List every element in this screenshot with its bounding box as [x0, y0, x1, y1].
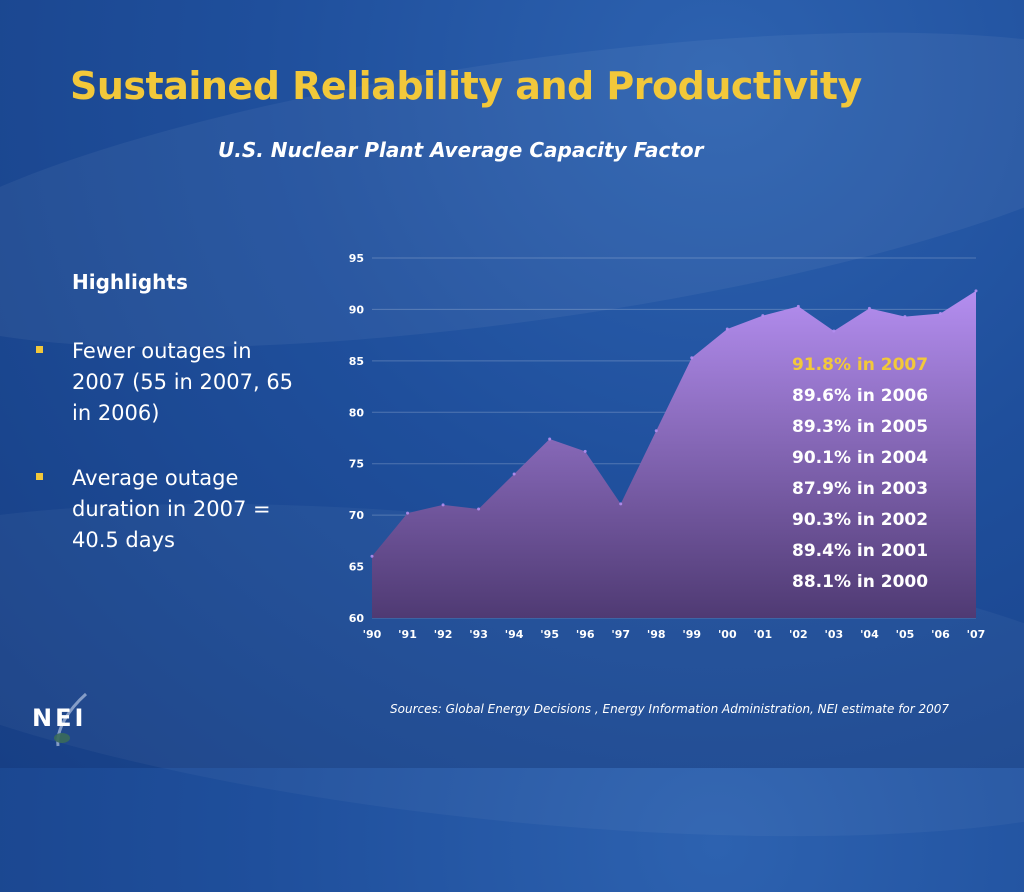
- highlight-item: Average outage duration in 2007 = 40.5 d…: [32, 463, 302, 556]
- highlight-text: Fewer outages in 2007 (55 in 2007, 65 in…: [72, 339, 294, 425]
- source-note: Sources: Global Energy Decisions , Energ…: [390, 702, 950, 716]
- capacity-area: [372, 290, 976, 618]
- y-tick-label: 85: [349, 355, 364, 368]
- square-bullet-icon: [36, 473, 43, 480]
- data-point-01: [761, 314, 765, 318]
- callout-2004: 90.1% in 2004: [792, 448, 929, 468]
- y-tick-label: 70: [349, 509, 365, 522]
- data-point-05: [903, 315, 907, 319]
- x-tick-label: '93: [469, 628, 488, 641]
- y-tick-label: 60: [349, 612, 365, 625]
- capacity-factor-chart: 60 65 70 75 80 85 90 95 '90 '91 '92 '93 '94 '95 '96 '97…: [349, 252, 986, 641]
- x-tick-label: '05: [896, 628, 915, 641]
- callout-2000: 88.1% in 2000: [792, 572, 929, 592]
- x-tick-label: '95: [540, 628, 559, 641]
- logo-wordmark: NEI: [32, 704, 87, 732]
- data-point-93: [477, 507, 481, 511]
- callout-2001: 89.4% in 2001: [792, 541, 929, 561]
- data-point-02: [796, 304, 800, 308]
- data-point-92: [441, 503, 445, 507]
- y-tick-label: 65: [349, 561, 364, 574]
- data-point-06: [938, 312, 942, 316]
- callout-2002: 90.3% in 2002: [792, 510, 929, 530]
- data-point-97: [619, 502, 623, 506]
- data-point-94: [512, 472, 516, 476]
- yearly-callouts: 91.8% in 2007 89.6% in 2006 89.3% in 200…: [792, 350, 928, 598]
- x-tick-label: '03: [825, 628, 844, 641]
- x-tick-label: '00: [718, 628, 737, 641]
- highlights-heading: Highlights: [72, 270, 188, 294]
- y-tick-label: 80: [349, 406, 365, 419]
- x-tick-label: '92: [434, 628, 453, 641]
- data-point-99: [690, 356, 694, 360]
- x-tick-label: '07: [967, 628, 986, 641]
- data-point-03: [832, 329, 836, 333]
- data-point-95: [548, 437, 552, 441]
- highlight-text: Average outage duration in 2007 = 40.5 d…: [72, 466, 271, 552]
- x-tick-label: '98: [647, 628, 666, 641]
- slide-title: Sustained Reliability and Productivity: [70, 64, 862, 108]
- chart-subtitle: U.S. Nuclear Plant Average Capacity Fact…: [218, 138, 704, 162]
- x-tick-label: '97: [611, 628, 630, 641]
- x-tick-label: '91: [398, 628, 417, 641]
- x-tick-label: '01: [753, 628, 772, 641]
- x-tick-label: '90: [363, 628, 382, 641]
- callout-2005: 89.3% in 2005: [792, 417, 929, 437]
- data-point-98: [654, 429, 658, 433]
- data-point-00: [725, 327, 729, 331]
- highlights-list: Fewer outages in 2007 (55 in 2007, 65 in…: [32, 336, 302, 590]
- x-tick-label: '04: [860, 628, 879, 641]
- callout-2007: 91.8% in 2007: [792, 355, 929, 375]
- y-tick-label: 75: [349, 458, 364, 471]
- data-point-04: [867, 306, 871, 310]
- callout-2006: 89.6% in 2006: [792, 386, 929, 406]
- data-point-96: [583, 449, 587, 453]
- data-point-07: [974, 289, 978, 293]
- x-tick-label: '06: [931, 628, 950, 641]
- x-tick-label: '94: [505, 628, 524, 641]
- data-point-91: [406, 511, 410, 515]
- x-tick-label: '99: [682, 628, 701, 641]
- square-bullet-icon: [36, 346, 43, 353]
- x-tick-label: '02: [789, 628, 808, 641]
- nei-swoosh-icon: [54, 692, 87, 747]
- nei-logo: NEI: [28, 690, 118, 750]
- y-tick-label: 90: [349, 303, 365, 316]
- highlight-item: Fewer outages in 2007 (55 in 2007, 65 in…: [32, 336, 302, 429]
- y-tick-label: 95: [349, 252, 364, 265]
- x-tick-label: '96: [576, 628, 595, 641]
- data-point-90: [370, 554, 374, 558]
- callout-2003: 87.9% in 2003: [792, 479, 929, 499]
